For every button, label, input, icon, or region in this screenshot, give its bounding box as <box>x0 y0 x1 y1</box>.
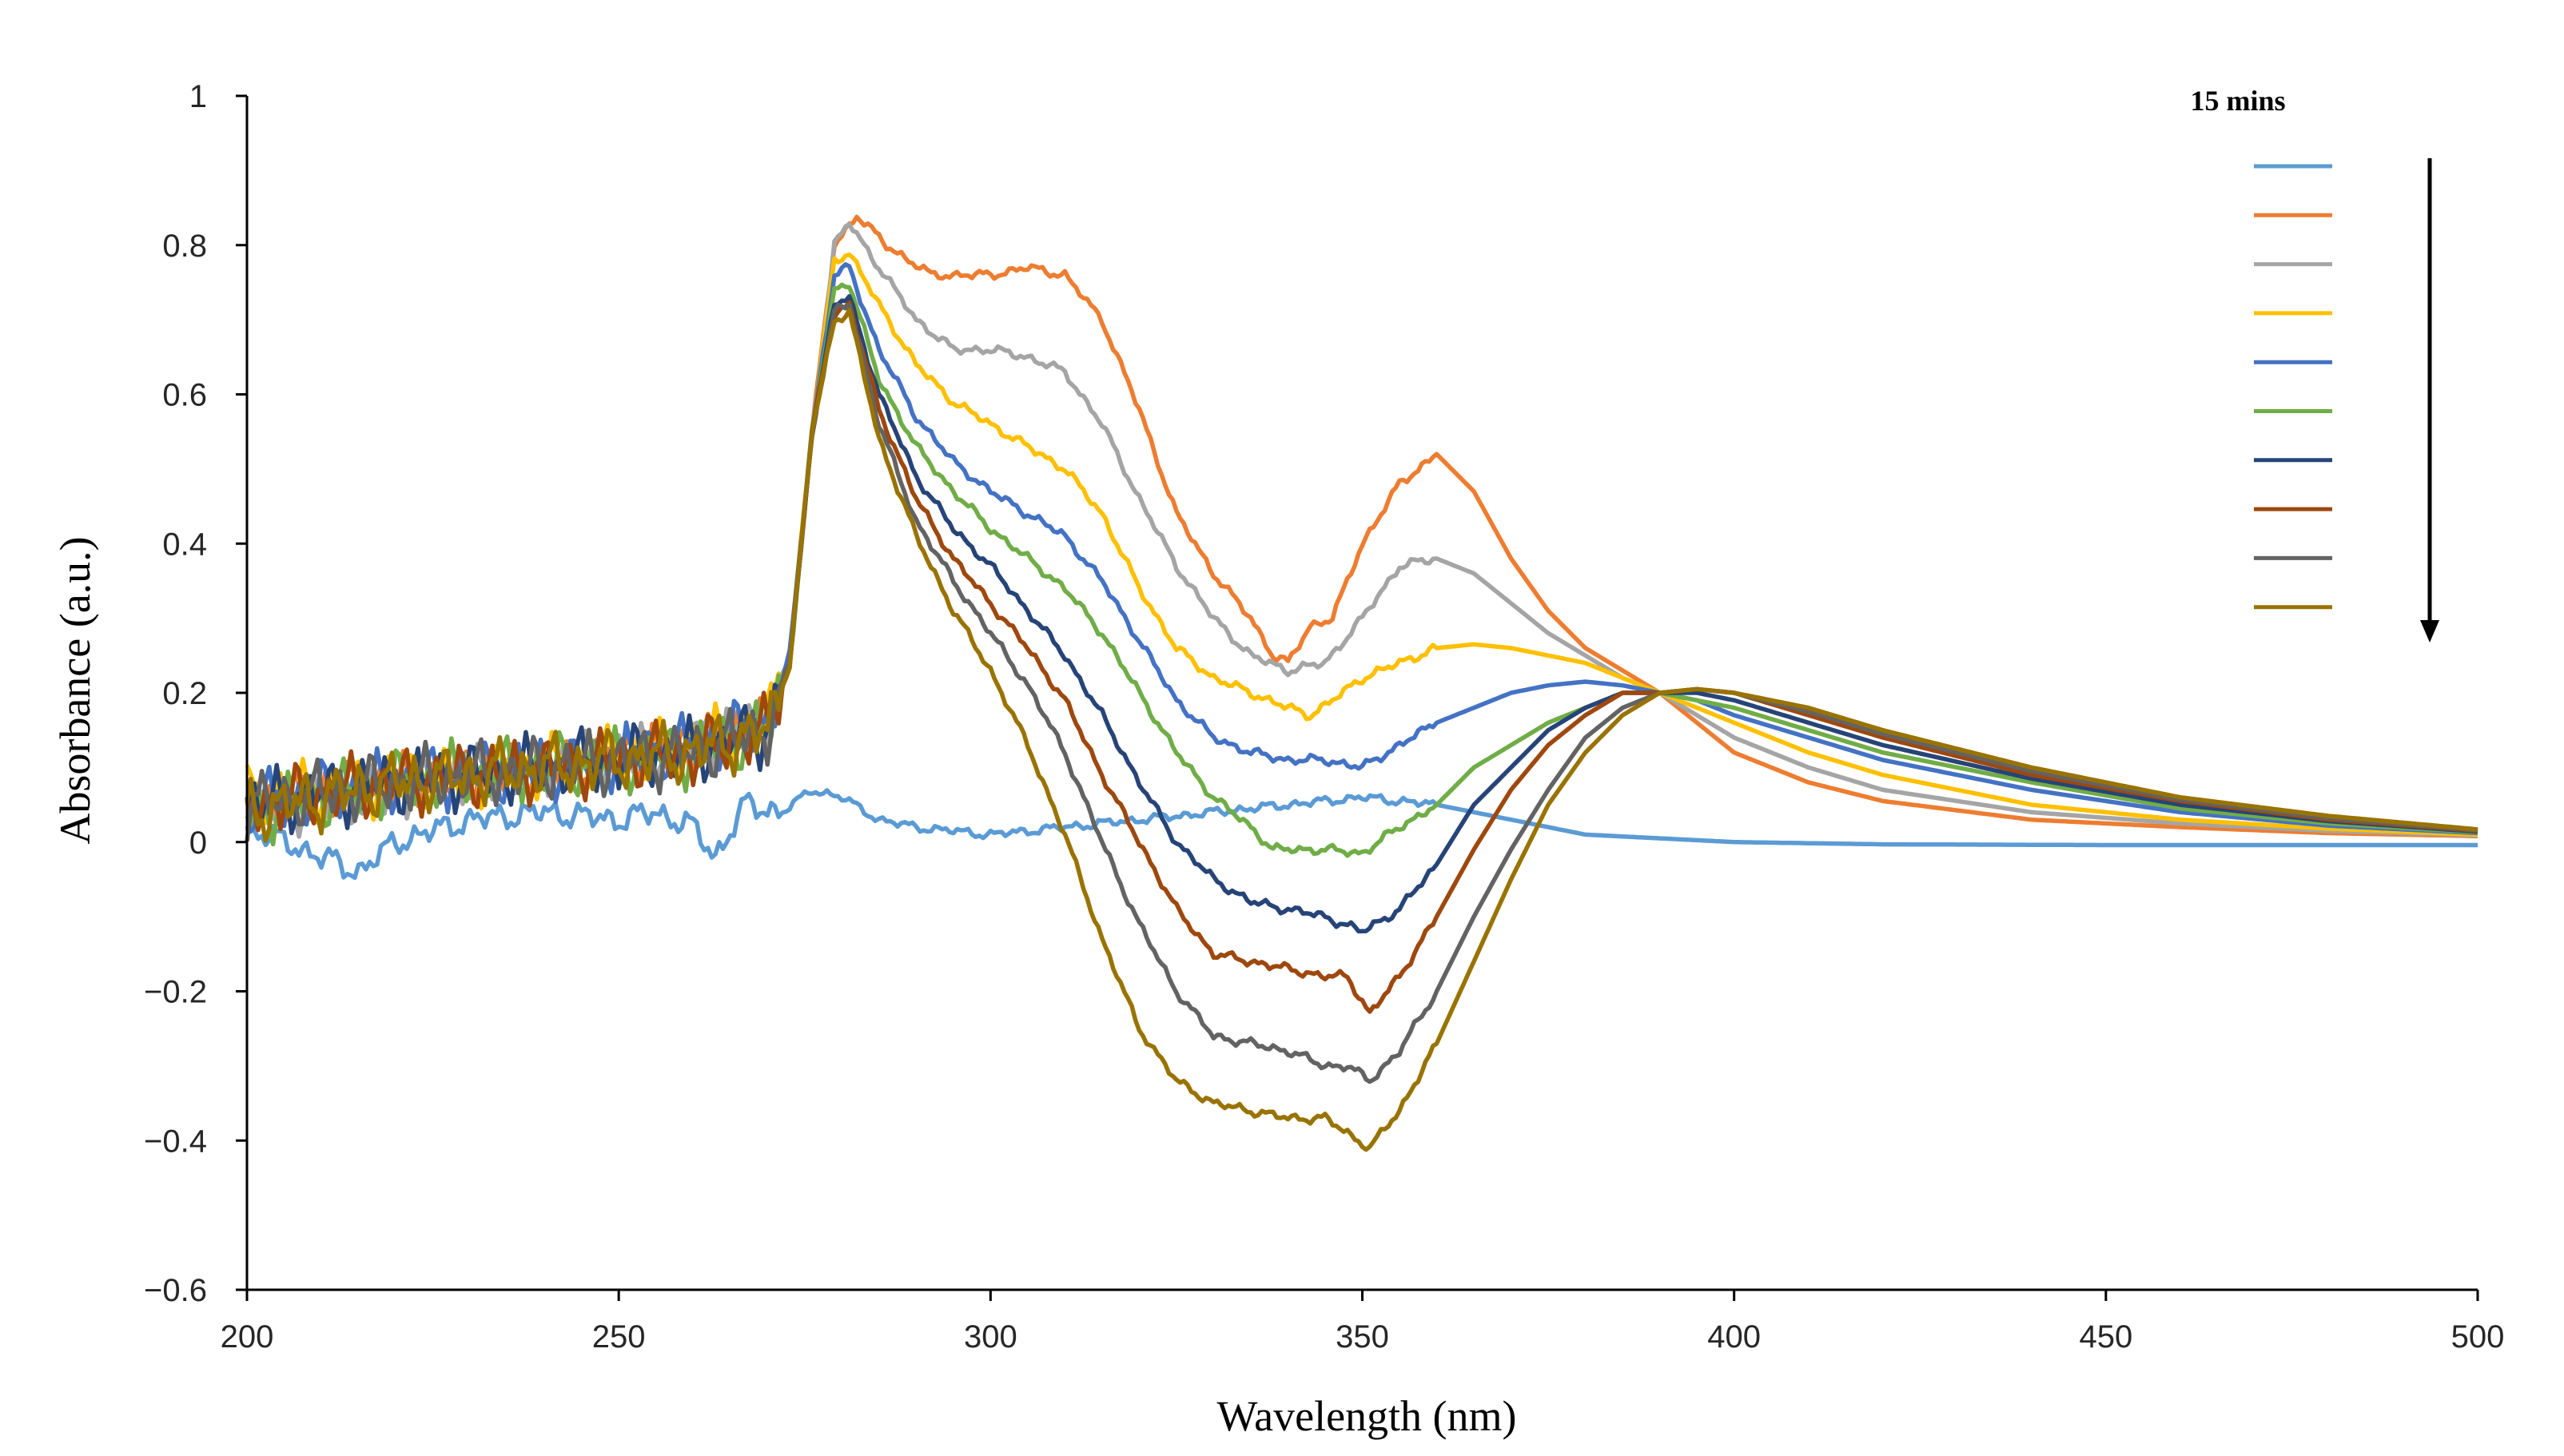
x-tick-label: 300 <box>964 1319 1017 1355</box>
series-line-9 <box>245 302 2478 1084</box>
y-tick-label: 0 <box>189 825 207 861</box>
y-tick-label: 0.2 <box>162 676 207 711</box>
x-tick-label: 500 <box>2451 1319 2505 1355</box>
x-tick-label: 200 <box>221 1319 274 1355</box>
legend-items <box>2254 164 2332 610</box>
time-arrow-head-icon <box>2420 620 2439 642</box>
x-tick-label: 350 <box>1336 1319 1389 1355</box>
axes-group <box>236 94 2479 1301</box>
series-line-1 <box>245 788 2478 881</box>
legend: 15 mins <box>2190 85 2439 642</box>
x-tick-label: 250 <box>592 1319 646 1355</box>
y-axis-title: Absorbance (a.u.) <box>51 536 99 844</box>
x-axis-title: Wavelength (nm) <box>1216 1392 1516 1440</box>
y-tick-label: −0.4 <box>144 1124 207 1159</box>
series-line-6 <box>245 282 2478 858</box>
y-tick-label: −0.2 <box>144 975 207 1010</box>
series-line-10 <box>245 308 2478 1152</box>
y-tick-label: −0.6 <box>144 1273 207 1308</box>
x-tick-label: 400 <box>1707 1319 1761 1355</box>
y-tick-label: 0.6 <box>162 378 207 413</box>
legend-title: 15 mins <box>2190 85 2285 117</box>
series-line-8 <box>245 300 2478 1014</box>
y-tick-label: 0.8 <box>162 229 207 264</box>
y-tick-label: 1 <box>189 79 207 114</box>
y-tick-label: 0.4 <box>162 527 207 562</box>
series-group <box>245 214 2478 1152</box>
series-line-3 <box>245 221 2478 839</box>
x-tick-label: 450 <box>2079 1319 2132 1355</box>
tick-labels-group: 1 0.8 0.6 0.4 0.2 0 −0.2 −0.4 −0.6 200 250 300 350 40… <box>144 79 2504 1355</box>
series-line-7 <box>245 294 2478 934</box>
